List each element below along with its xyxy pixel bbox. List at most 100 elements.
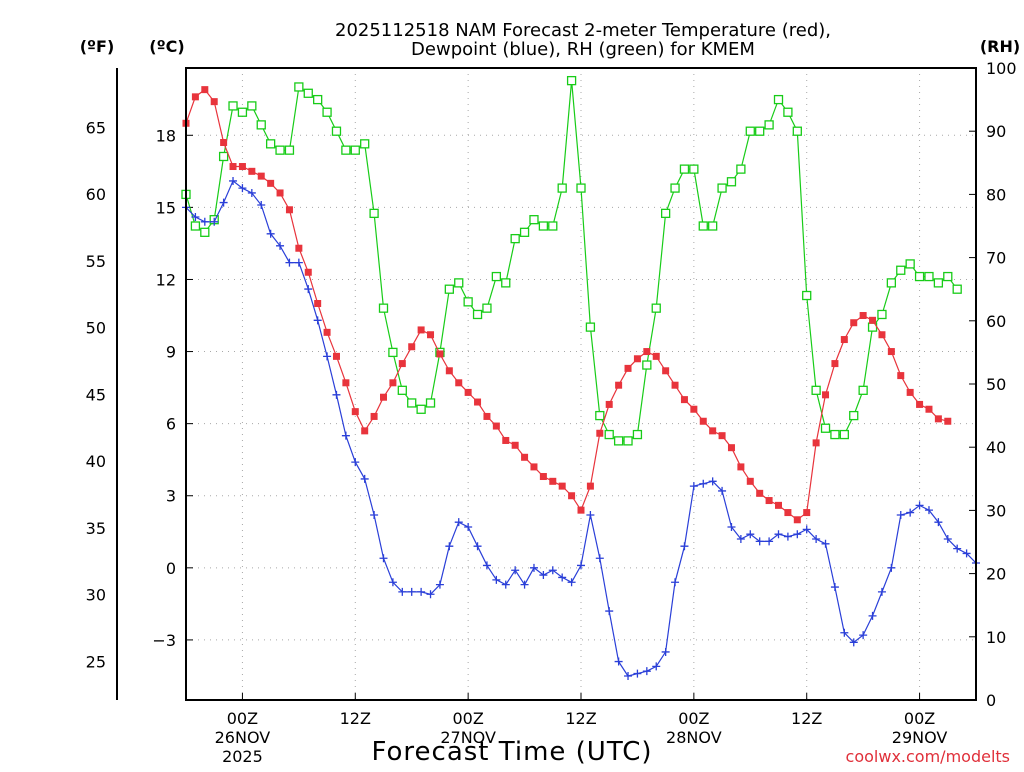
dewpoint-point <box>219 198 228 207</box>
temperature-point <box>652 352 660 360</box>
rh-point <box>350 145 360 155</box>
temperature-point <box>511 441 519 449</box>
fahrenheit-tick-label: 60 <box>86 185 106 204</box>
dewpoint-point <box>915 501 924 510</box>
dewpoint-point <box>454 518 463 527</box>
dewpoint-point <box>511 566 520 575</box>
fahrenheit-tick-label: 45 <box>86 385 106 404</box>
temperature-point <box>445 367 453 375</box>
time-tick-label: 00Z <box>678 709 709 728</box>
dewpoint-point <box>351 458 360 467</box>
dewpoint-point <box>407 587 416 596</box>
fahrenheit-tick-label: 50 <box>86 319 106 338</box>
dewpoint-point <box>718 486 727 495</box>
rh-point <box>294 82 304 92</box>
dewpoint-point <box>812 534 821 543</box>
rh-point <box>341 145 351 155</box>
dewpoint-point <box>501 580 510 589</box>
dewpoint-point <box>896 510 905 519</box>
dewpoint-point <box>379 554 388 563</box>
dewpoint-point <box>464 522 473 531</box>
temperature-point <box>398 360 406 368</box>
rh-point <box>858 385 868 395</box>
rh-point <box>924 271 934 282</box>
temperature-point <box>276 189 284 197</box>
temperature-point <box>916 400 924 408</box>
rh-point <box>745 126 755 136</box>
time-tick-label: 12Z <box>565 709 596 728</box>
dewpoint-point <box>370 510 379 519</box>
temperature-point <box>869 316 877 324</box>
temperature-point <box>690 405 698 413</box>
rh-point <box>275 145 285 155</box>
rh-point <box>407 398 417 408</box>
rh-point <box>190 221 201 231</box>
rh-point <box>265 139 276 149</box>
dewpoint-point <box>257 200 266 209</box>
dewpoint-point <box>285 258 294 267</box>
temperature-point <box>643 348 651 356</box>
dewpoint-point <box>492 575 501 584</box>
dewpoint-point <box>435 580 444 589</box>
dewpoint-point <box>247 188 256 197</box>
rh-point <box>792 126 802 136</box>
temperature-point <box>859 312 867 320</box>
dewpoint-point <box>332 390 341 399</box>
temperature-point <box>633 355 641 363</box>
time-tick-label: 27NOV <box>440 728 496 747</box>
credit-text: coolwx.com/modelts <box>846 747 1010 766</box>
dewpoint-point <box>765 537 774 546</box>
plot-frame <box>185 67 977 701</box>
dewpoint-point <box>426 590 435 599</box>
temperature-point <box>201 86 209 94</box>
temperature-point <box>455 379 463 387</box>
temperature-point <box>887 348 895 356</box>
dewpoint-point <box>417 587 426 596</box>
rh-point <box>313 94 323 105</box>
dewpoint-point <box>642 667 651 676</box>
temperature-point <box>483 412 491 420</box>
temperature-point <box>671 381 679 389</box>
rh-point <box>585 322 596 332</box>
temperature-point <box>897 372 905 380</box>
temperature-point <box>596 429 604 437</box>
dewpoint-point <box>548 566 557 575</box>
temperature-point <box>267 179 275 187</box>
temperature-point <box>925 405 933 413</box>
temperature-point <box>210 98 218 106</box>
fahrenheit-tick-label: 55 <box>86 252 106 271</box>
rh-point <box>510 233 520 244</box>
rh-tick-label: 10 <box>986 628 1006 647</box>
temperature-point <box>304 268 312 276</box>
temperature-point <box>323 328 331 336</box>
temperature-point <box>389 379 397 387</box>
rh-point <box>632 429 643 440</box>
rh-point <box>698 221 708 231</box>
rh-point <box>839 429 849 440</box>
dewpoint-point <box>859 631 868 640</box>
temperature-point <box>793 516 801 524</box>
rh-point <box>557 183 567 193</box>
rh-point <box>802 290 812 301</box>
rh-axis: 0 10 20 30 40 50 60 70 80 90 100 <box>969 59 1017 710</box>
chart-title: 2025112518 NAM Forecast 2-meter Temperat… <box>335 20 831 41</box>
dewpoint-point <box>567 578 576 587</box>
rh-point <box>228 101 238 111</box>
celsius-tick-label: −3 <box>152 631 176 650</box>
rh-point <box>773 94 784 105</box>
celsius-tick-label: 18 <box>156 126 176 145</box>
time-tick-label: 00Z <box>227 709 258 728</box>
dewpoint-point <box>238 184 247 193</box>
temperature-point <box>605 400 613 408</box>
dewpoint-point <box>304 285 313 294</box>
time-tick-label: 29NOV <box>892 728 948 747</box>
dewpoint-point <box>595 554 604 563</box>
rh-tick-label: 70 <box>986 249 1006 268</box>
rh-point <box>613 436 624 446</box>
rh-point <box>463 297 473 307</box>
rh-point <box>576 183 586 193</box>
celsius-tick-label: 3 <box>166 487 176 506</box>
rh-point <box>689 164 699 174</box>
fahrenheit-tick-label: 65 <box>86 118 106 137</box>
